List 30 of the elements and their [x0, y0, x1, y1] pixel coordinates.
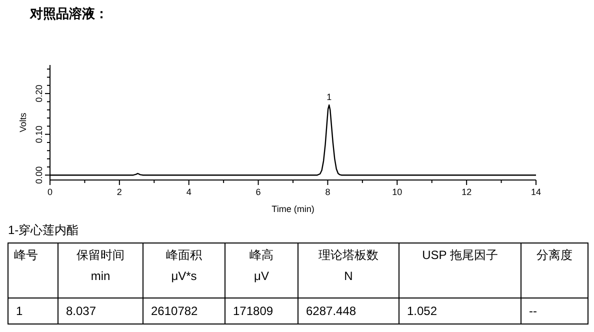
- text: 1: [16, 304, 23, 318]
- text: 2610782: [151, 304, 198, 318]
- text: 峰号: [14, 248, 38, 262]
- text: 峰面积 μV*s: [166, 248, 202, 283]
- y-tick-label: 0.00: [34, 166, 44, 184]
- x-tick-label: 4: [186, 187, 192, 197]
- x-tick-label: 0: [47, 187, 53, 197]
- x-tick-label: 6: [256, 187, 261, 197]
- chart-title: 对照品溶液：: [29, 6, 108, 21]
- x-tick-label: 14: [530, 187, 542, 197]
- text: 理论塔板数 N: [318, 248, 378, 283]
- text: 8.037: [66, 304, 96, 318]
- x-axis-title: Time (min): [272, 204, 314, 214]
- y-axis-title: Volts: [18, 112, 28, 132]
- text: 1-穿心莲内酯: [8, 223, 79, 237]
- x-tick-label: 2: [116, 187, 122, 197]
- text: USP 拖尾因子: [422, 248, 498, 262]
- text: 1.052: [407, 304, 438, 318]
- text: --: [529, 304, 537, 318]
- x-tick-label: 8: [325, 187, 330, 197]
- x-tick-label: 10: [392, 187, 402, 197]
- annotation: 1: [326, 92, 332, 102]
- text: 保留时间 min: [76, 248, 124, 283]
- text: 6287.448: [306, 304, 356, 318]
- text: 分离度: [536, 248, 572, 262]
- y-tick-label: 0.20: [34, 84, 44, 102]
- text: 171809: [233, 304, 274, 318]
- y-tick-label: 0.10: [34, 126, 44, 144]
- text: 峰高 μV: [250, 248, 274, 283]
- x-tick-label: 12: [462, 187, 472, 197]
